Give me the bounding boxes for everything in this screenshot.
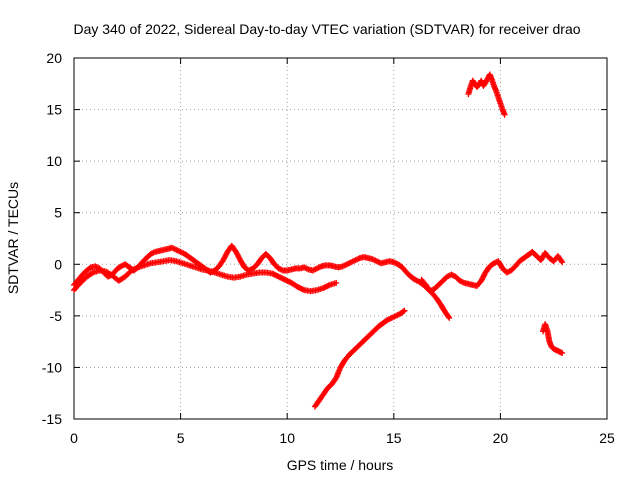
y-axis-label: SDTVAR / TECUs — [5, 182, 21, 294]
data-point — [304, 265, 311, 272]
x-tick-label: 10 — [279, 430, 295, 446]
data-point — [401, 307, 408, 314]
series-late-trace — [540, 321, 566, 356]
y-tick-label: -15 — [42, 411, 62, 427]
chart-title: Day 340 of 2022, Sidereal Day-to-day VTE… — [73, 21, 580, 37]
x-tick-label: 0 — [70, 430, 78, 446]
tick-labels: 0 5 10 15 20 25 -15 -10 -5 0 5 10 15 20 — [42, 50, 615, 446]
x-axis-label: GPS time / hours — [287, 457, 394, 473]
y-tick-label: 15 — [46, 102, 62, 118]
data-point — [445, 313, 452, 320]
series-evening-trace — [418, 248, 566, 295]
data-point — [446, 314, 453, 321]
y-tick-label: 0 — [54, 256, 62, 272]
series-main-trace — [71, 242, 453, 321]
plot-frame — [73, 57, 608, 420]
data-point — [400, 308, 407, 315]
x-tick-label: 25 — [599, 430, 615, 446]
y-tick-label: 5 — [54, 205, 62, 221]
data-point — [559, 349, 566, 356]
y-tick-label: 10 — [46, 153, 62, 169]
axis-ticks — [73, 57, 608, 420]
data-points — [71, 71, 566, 410]
y-tick-label: -5 — [50, 308, 63, 324]
data-point — [333, 279, 340, 286]
x-tick-label: 15 — [386, 430, 402, 446]
data-point — [501, 111, 508, 118]
data-point — [88, 270, 95, 277]
y-tick-label: 20 — [46, 50, 62, 66]
y-tick-label: -10 — [42, 359, 62, 375]
x-tick-label: 5 — [177, 430, 185, 446]
data-point — [558, 257, 565, 264]
x-tick-label: 20 — [493, 430, 509, 446]
series-high-trace — [465, 71, 508, 118]
series-rising-trace — [311, 307, 408, 410]
grid — [74, 58, 607, 419]
data-point — [559, 259, 566, 266]
series-lower-trace — [71, 257, 340, 295]
